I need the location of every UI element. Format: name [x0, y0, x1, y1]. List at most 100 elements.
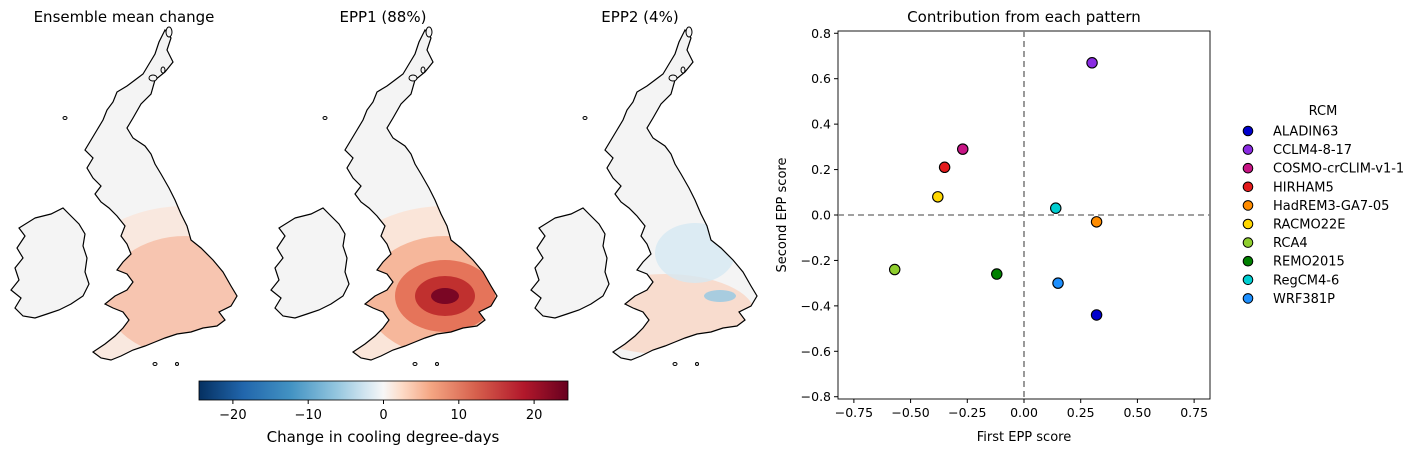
y-tick-label: 0.8: [811, 26, 831, 41]
island: [685, 26, 693, 38]
island: [175, 362, 179, 366]
colorbar: −20 −10 0 10 20 Change in cooling degree-day…: [198, 380, 569, 446]
coastline: [530, 207, 610, 319]
point-cclm4-8-17: [1086, 57, 1098, 69]
island: [62, 116, 68, 120]
legend-label: ALADIN63: [1273, 125, 1338, 140]
y-tick-label: 0.0: [811, 208, 831, 223]
y-tick-label: −0.6: [801, 344, 831, 359]
island: [408, 74, 418, 82]
ireland-land: [271, 208, 349, 318]
island: [672, 362, 678, 366]
point-remo2015: [991, 268, 1003, 280]
great-britain-land: [605, 30, 757, 360]
island: [420, 66, 426, 74]
coastline: [344, 28, 498, 361]
y-tick-label: −0.2: [801, 253, 831, 268]
y-axis-ticks: −0.8 −0.6 −0.4 −0.2 0.0 0.2 0.4 0.6 0.8: [801, 26, 838, 404]
legend-marker: [1242, 144, 1254, 155]
point-cosmo-crclim-v1-1: [957, 143, 969, 155]
map-panels: Ensemble mean change EPP1 (88%) EPP2 (4%): [10, 8, 758, 366]
reference-lines: [838, 31, 1210, 399]
legend-label: REMO2015: [1273, 255, 1345, 270]
map-title: Ensemble mean change: [34, 8, 215, 26]
y-tick-label: 0.2: [811, 162, 831, 177]
island: [435, 362, 439, 366]
colorbar-tick-label: −20: [219, 408, 246, 423]
legend-label: HadREM3-GA7-05: [1273, 199, 1389, 214]
x-tick-label: 0.50: [1123, 405, 1151, 420]
anomaly-shading: [345, 206, 497, 360]
island: [668, 74, 678, 82]
data-points: [888, 57, 1103, 321]
legend-item: CCLM4-8-17: [1242, 143, 1352, 158]
island: [152, 362, 158, 366]
map-panel-3: EPP2 (4%): [530, 8, 758, 366]
legend-label: RegCM4-6: [1273, 273, 1339, 288]
x-tick-label: −0.75: [835, 405, 873, 420]
legend-item: RACMO22E: [1242, 218, 1345, 233]
point-wrf381p: [1052, 277, 1064, 289]
legend-label: WRF381P: [1273, 292, 1335, 307]
map-title: EPP2 (4%): [601, 8, 678, 26]
legend-item: RCA4: [1242, 236, 1308, 251]
island: [425, 26, 433, 38]
coastline: [270, 207, 350, 319]
island: [322, 116, 328, 120]
y-tick-label: −0.4: [801, 298, 831, 313]
y-tick-label: −0.8: [801, 389, 831, 404]
island: [165, 26, 173, 38]
scatter-chart: Contribution from each pattern −0.75 −0.5…: [775, 8, 1211, 445]
legend-item: HIRHAM5: [1242, 180, 1334, 195]
legend-label: COSMO-crCLIM-v1-1: [1273, 162, 1404, 177]
legend-marker: [1242, 200, 1254, 211]
point-aladin63: [1090, 309, 1103, 321]
island: [148, 74, 158, 82]
colorbar-label: Change in cooling degree-days: [267, 428, 500, 446]
point-rca4: [888, 263, 901, 276]
legend-item: COSMO-crCLIM-v1-1: [1242, 162, 1404, 177]
legend-label: HIRHAM5: [1273, 180, 1334, 195]
legend-marker: [1242, 181, 1254, 193]
x-axis-ticks: −0.75 −0.50 −0.25 0.00 0.25 0.50 0.75: [835, 399, 1208, 420]
anomaly-shading: [85, 206, 237, 360]
x-tick-label: −0.25: [948, 405, 986, 420]
point-racmo22e: [932, 191, 944, 203]
x-axis-label: First EPP score: [977, 430, 1071, 445]
legend-title: RCM: [1309, 104, 1338, 119]
legend-label: CCLM4-8-17: [1273, 143, 1352, 158]
colorbar-gradient: [198, 380, 569, 401]
island: [582, 116, 588, 120]
legend-label: RCA4: [1273, 236, 1308, 251]
colorbar-tick-label: 0: [379, 408, 387, 423]
map-panel-1: Ensemble mean change: [10, 8, 238, 366]
colorbar-tick-label: 10: [451, 408, 468, 423]
y-tick-label: 0.6: [811, 71, 831, 86]
y-tick-label: 0.4: [811, 117, 831, 132]
legend-item: RegCM4-6: [1242, 273, 1339, 288]
coastline: [10, 207, 90, 319]
island: [160, 66, 166, 74]
island: [695, 362, 699, 366]
x-tick-label: 0.00: [1010, 405, 1038, 420]
legend-item: ALADIN63: [1242, 125, 1338, 140]
x-tick-label: 0.25: [1067, 405, 1095, 420]
map-panel-2: EPP1 (88%): [270, 8, 498, 366]
ireland-land: [531, 208, 609, 318]
legend-marker: [1242, 218, 1254, 230]
y-axis-label: Second EPP score: [775, 158, 790, 273]
legend-items: ALADIN63 CCLM4-8-17 COSMO-crCLIM-v1-1 HIRHA…: [1242, 125, 1404, 307]
colorbar-tick-label: −10: [294, 408, 321, 423]
legend-marker: [1242, 162, 1254, 174]
island: [680, 66, 686, 74]
x-tick-label: 0.75: [1180, 405, 1208, 420]
colorbar-ticks: −20 −10 0 10 20: [219, 400, 542, 423]
island: [412, 362, 418, 366]
legend-item: WRF381P: [1242, 292, 1335, 307]
legend-marker: [1242, 293, 1254, 304]
legend-marker: [1242, 125, 1254, 137]
legend-item: REMO2015: [1242, 255, 1345, 270]
point-hirham5: [938, 161, 951, 174]
legend-marker: [1242, 237, 1254, 248]
